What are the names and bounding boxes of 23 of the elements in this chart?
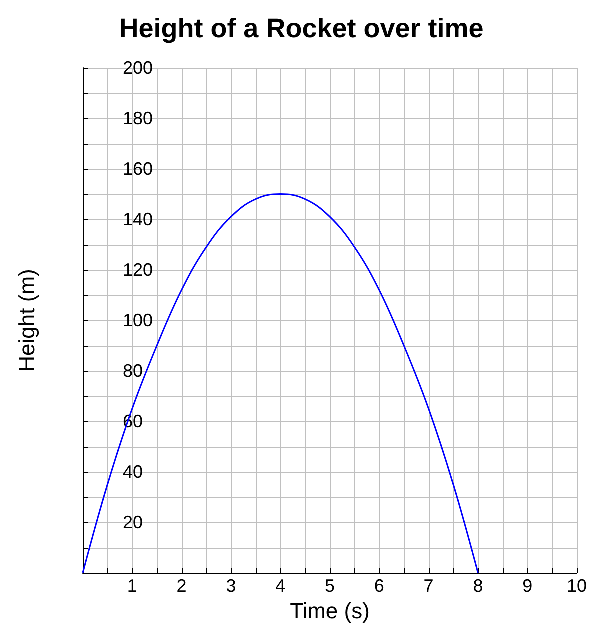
y-tick-label: 160	[123, 159, 154, 179]
y-tick-label: 40	[123, 462, 144, 482]
x-tick-label: 7	[424, 576, 434, 596]
x-tick-label: 4	[276, 576, 286, 596]
x-tick-label: 8	[473, 576, 484, 596]
y-tick-label: 100	[123, 310, 154, 330]
y-tick-label: 200	[123, 58, 154, 78]
line-series	[82, 194, 479, 574]
y-tick-label: 20	[123, 512, 144, 532]
x-tick-label: 5	[324, 576, 336, 596]
x-tick-label: 1	[127, 576, 138, 596]
x-axis-title: Time (s)	[290, 598, 370, 624]
x-tick-label: 2	[176, 576, 187, 596]
y-tick-label: 180	[123, 108, 154, 128]
x-tick-label: 9	[522, 576, 533, 596]
y-axis-title: Height (m)	[14, 269, 40, 372]
y-tick-label: 120	[123, 260, 154, 280]
x-tick-label: 3	[226, 576, 236, 596]
x-tick-label: 6	[374, 576, 384, 596]
y-tick-label: 140	[123, 210, 154, 230]
chart-title: Height of a Rocket over time	[119, 14, 484, 44]
y-tick-label: 80	[123, 361, 144, 381]
x-tick-label: 10	[566, 576, 588, 596]
